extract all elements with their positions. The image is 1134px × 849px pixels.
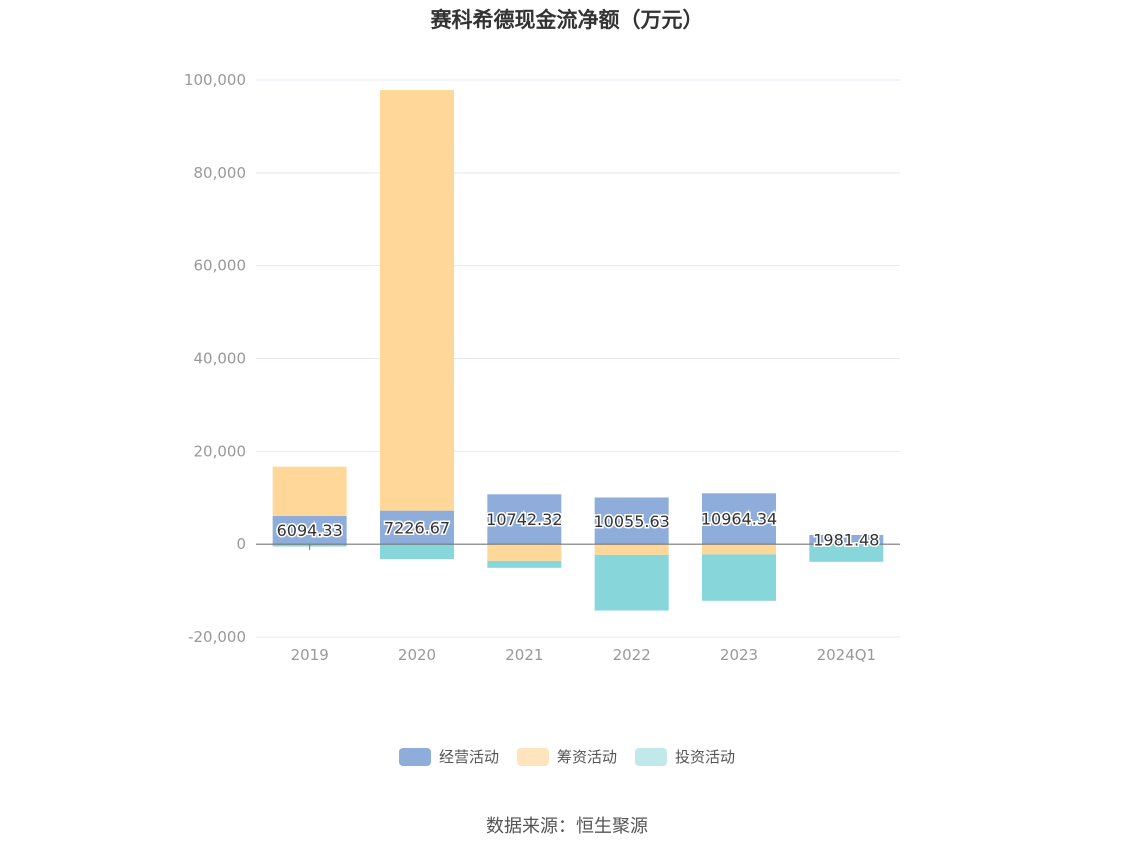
legend-swatch-investing	[635, 747, 667, 766]
data-label: 1981.48	[813, 531, 879, 550]
y-tick-label: 60,000	[194, 257, 247, 275]
bar-operating-2024Q1[interactable]	[809, 534, 884, 545]
y-tick-label: 0	[236, 535, 246, 553]
bar-financing-2020[interactable]	[380, 90, 454, 511]
x-tick-label: 2021	[505, 646, 543, 664]
data-label: 6094.33	[277, 521, 343, 540]
chart-title: 赛科希德现金流净额（万元）	[430, 8, 704, 32]
y-tick-label: 20,000	[194, 442, 247, 460]
legend-label-financing: 筹资活动	[556, 748, 617, 766]
bar-investing-2023[interactable]	[702, 554, 776, 601]
legend-item-financing[interactable]: 筹资活动	[516, 746, 617, 767]
x-tick-label: 2023	[720, 646, 758, 664]
legend-item-operating[interactable]: 经营活动	[398, 746, 499, 767]
legend: 经营活动 筹资活动 投资活动	[0, 746, 1134, 767]
y-tick-label: 40,000	[194, 350, 247, 368]
bar-financing-2022[interactable]	[594, 544, 669, 555]
bar-financing-2019[interactable]	[272, 466, 347, 516]
x-tick-label: 2022	[613, 646, 651, 664]
bar-investing-2021[interactable]	[487, 560, 562, 568]
grid-lines	[256, 79, 900, 638]
data-label: 10742.32	[486, 510, 562, 529]
bar-investing-2022[interactable]	[594, 554, 669, 611]
x-tick-label: 2024Q1	[817, 646, 877, 664]
bar-financing-2023[interactable]	[702, 544, 776, 555]
legend-swatch-operating	[398, 747, 431, 766]
legend-swatch-financing	[516, 747, 549, 766]
bar-operating-2023[interactable]	[702, 493, 776, 545]
legend-label-operating: 经营活动	[438, 748, 499, 766]
bar-investing-2024Q1[interactable]	[809, 544, 884, 562]
bar-investing-2020[interactable]	[380, 544, 454, 560]
data-label: 10964.34	[701, 510, 777, 529]
zero-axis	[256, 543, 900, 551]
legend-item-investing[interactable]: 投资活动	[635, 746, 735, 767]
data-label: 7226.67	[384, 518, 450, 537]
bar-operating-2019[interactable]	[272, 515, 347, 545]
x-tick-label: 2019	[291, 646, 329, 664]
bar-financing-2021[interactable]	[487, 544, 562, 561]
data-labels: 6094.33 7226.67 10742.32 10055.63 10964.34 19…	[275, 508, 881, 551]
y-tick-label: -20,000	[188, 628, 246, 646]
y-axis-tick-labels: 100,000 80,000 60,000 40,000 20,000 0 -20,000	[184, 71, 246, 646]
y-tick-label: 80,000	[194, 164, 247, 182]
bar-operating-2020[interactable]	[380, 510, 454, 545]
y-tick-label: 100,000	[184, 71, 246, 89]
data-source-note: 数据来源：恒生聚源	[486, 816, 648, 837]
bar-operating-2021[interactable]	[487, 494, 562, 545]
data-label: 10055.63	[593, 512, 669, 531]
x-axis-tick-labels: 2019 2020 2021 2022 2023 2024Q1	[291, 646, 877, 664]
bar-operating-2022[interactable]	[594, 497, 669, 545]
x-tick-label: 2020	[398, 646, 436, 664]
legend-label-investing: 投资活动	[675, 748, 736, 766]
bars	[272, 90, 884, 611]
